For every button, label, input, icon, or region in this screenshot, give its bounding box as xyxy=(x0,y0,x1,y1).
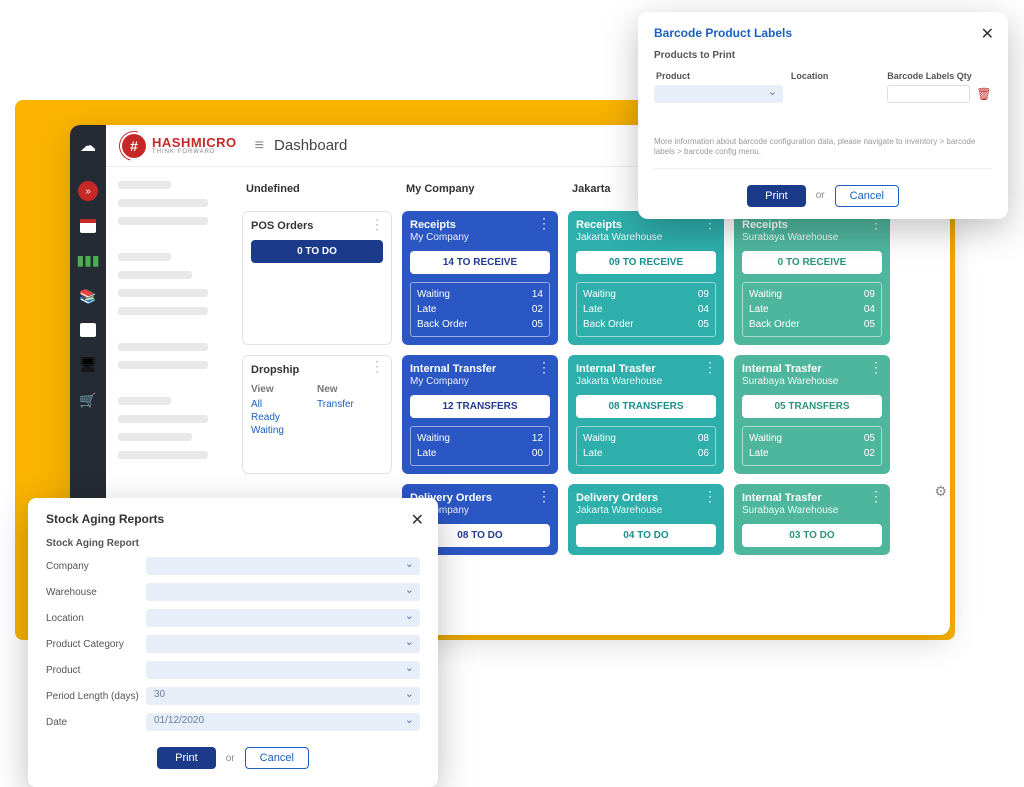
warehouse-select[interactable] xyxy=(146,583,420,601)
dropship-card[interactable]: ⋮ Dropship ViewNew AllTransfer Ready Wai… xyxy=(242,355,392,474)
pos-orders-card[interactable]: POS Orders ⋮ 0 TO DO xyxy=(242,211,392,345)
close-icon[interactable]: ✕ xyxy=(981,24,994,44)
more-icon[interactable]: ⋮ xyxy=(537,492,550,500)
more-icon[interactable]: ⋮ xyxy=(537,219,550,227)
print-button[interactable]: Print xyxy=(157,747,216,769)
product-select[interactable] xyxy=(654,85,783,103)
date-select[interactable]: 01/12/2020 xyxy=(146,713,420,731)
close-icon[interactable]: ✕ xyxy=(411,510,424,530)
pos-todo-button[interactable]: 0 TO DO xyxy=(251,240,383,263)
period-select[interactable]: 30 xyxy=(146,687,420,705)
transfer-surabaya-card[interactable]: Internal TrasferSurabaya Warehouse⋮ 05 T… xyxy=(734,355,890,474)
modal-title: Stock Aging Reports xyxy=(46,512,420,526)
logo: # HASHMICRO THINK FORWARD xyxy=(122,134,237,158)
product-select[interactable] xyxy=(146,661,420,679)
receipts-jakarta-card[interactable]: ReceiptsJakarta Warehouse⋮ 09 TO RECEIVE… xyxy=(568,211,724,345)
more-icon[interactable]: ⋮ xyxy=(370,220,383,228)
barcode-modal: Barcode Product Labels ✕ Products to Pri… xyxy=(638,12,1008,219)
printer-icon[interactable] xyxy=(80,323,96,337)
cancel-button[interactable]: Cancel xyxy=(245,747,309,769)
cancel-button[interactable]: Cancel xyxy=(835,185,899,207)
column-header: Undefined xyxy=(242,177,392,201)
more-icon[interactable]: ⋮ xyxy=(537,363,550,371)
transfer2-surabaya-card[interactable]: Internal TrasferSurabaya Warehouse⋮ 03 T… xyxy=(734,484,890,555)
column-header: My Company xyxy=(402,177,558,201)
qty-input[interactable] xyxy=(887,85,970,103)
menu-icon[interactable]: ≡ xyxy=(255,137,264,155)
more-icon[interactable]: ⋮ xyxy=(869,363,882,371)
receipts-mycompany-card[interactable]: ReceiptsMy Company⋮ 14 TO RECEIVE Waitin… xyxy=(402,211,558,345)
chart-icon[interactable]: ▮▮▮ xyxy=(78,251,98,269)
location-select[interactable] xyxy=(146,609,420,627)
card-title: POS Orders xyxy=(251,220,313,232)
more-icon[interactable]: ⋮ xyxy=(869,492,882,500)
calendar-icon[interactable] xyxy=(80,219,96,233)
print-button[interactable]: Print xyxy=(747,185,806,207)
expand-sidebar-button[interactable]: » xyxy=(78,181,98,201)
more-icon[interactable]: ⋮ xyxy=(703,219,716,227)
more-icon[interactable]: ⋮ xyxy=(869,219,882,227)
stock-aging-modal: Stock Aging Reports ✕ Stock Aging Report… xyxy=(28,498,438,787)
category-select[interactable] xyxy=(146,635,420,653)
logo-text: HASHMICRO xyxy=(152,136,237,149)
cart-icon[interactable]: 🛒 xyxy=(78,391,98,409)
cloud-icon[interactable]: ☁ xyxy=(78,137,98,155)
monitor-icon[interactable]: 🖥 xyxy=(78,355,98,373)
modal-title: Barcode Product Labels xyxy=(654,26,992,40)
more-icon[interactable]: ⋮ xyxy=(703,363,716,371)
logo-icon: # xyxy=(122,134,146,158)
transfer-jakarta-card[interactable]: Internal TrasferJakarta Warehouse⋮ 08 TR… xyxy=(568,355,724,474)
books-icon[interactable]: 📚 xyxy=(78,287,98,305)
more-icon[interactable]: ⋮ xyxy=(703,492,716,500)
page-title: Dashboard xyxy=(274,137,347,154)
transfer-mycompany-card[interactable]: Internal TransferMy Company⋮ 12 TRANSFER… xyxy=(402,355,558,474)
more-icon[interactable]: ⋮ xyxy=(370,362,383,370)
gear-icon[interactable]: ⚙ xyxy=(934,483,947,500)
company-select[interactable] xyxy=(146,557,420,575)
receipts-surabaya-card[interactable]: ReceiptsSurabaya Warehouse⋮ 0 TO RECEIVE… xyxy=(734,211,890,345)
trash-icon[interactable]: 🗑 xyxy=(976,87,992,101)
delivery-jakarta-card[interactable]: Delivery OrdersJakarta Warehouse⋮ 04 TO … xyxy=(568,484,724,555)
